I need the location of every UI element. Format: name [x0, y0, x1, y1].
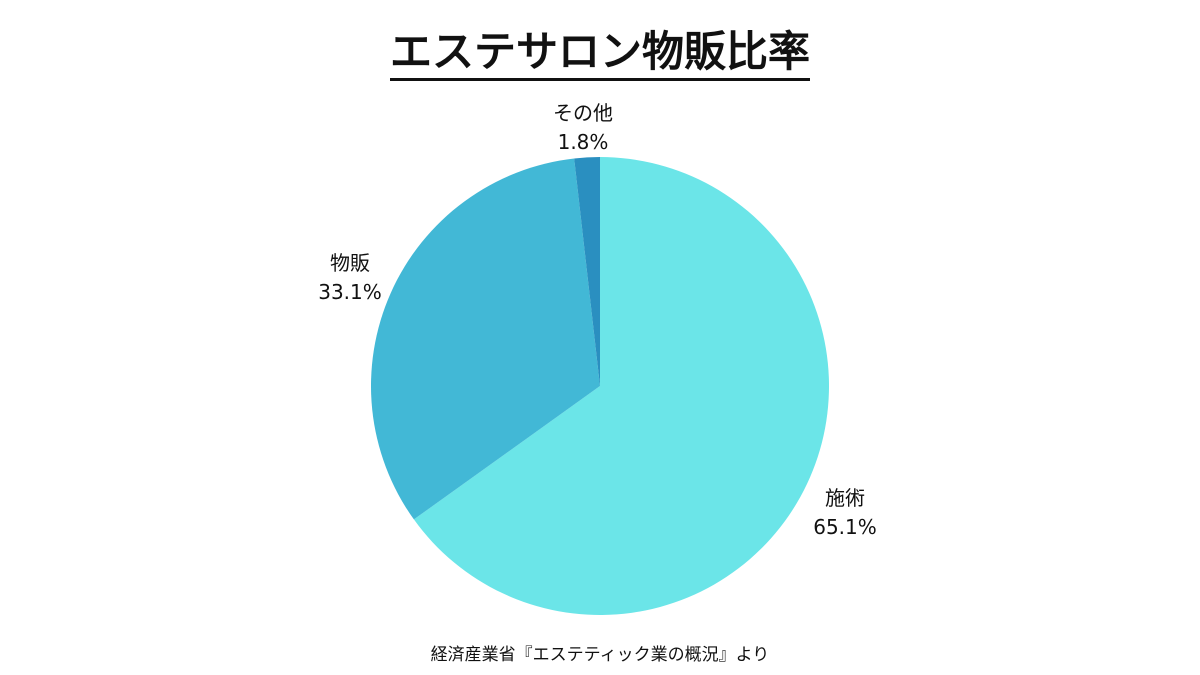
- pie-slice-2: [371, 158, 600, 520]
- slice-value-1: 65.1%: [813, 515, 877, 539]
- pie-slices: [371, 157, 829, 616]
- slice-value-3: 1.8%: [558, 130, 609, 154]
- pie-labels: 施術 65.1% 物販 33.1% その他 1.8%: [318, 101, 877, 539]
- slice-label-2: 物販: [330, 251, 370, 275]
- chart-title-text: エステサロン物販比率: [389, 27, 810, 81]
- slice-label-1: 施術: [825, 486, 865, 510]
- slice-value-2: 33.1%: [318, 280, 382, 304]
- slice-label-3: その他: [553, 101, 613, 125]
- chart-title: エステサロン物販比率: [0, 18, 1200, 81]
- source-note: 経済産業省『エステティック業の概況』より: [430, 645, 770, 665]
- pie-slice-1: [413, 157, 829, 616]
- pie-slice-3: [574, 157, 600, 386]
